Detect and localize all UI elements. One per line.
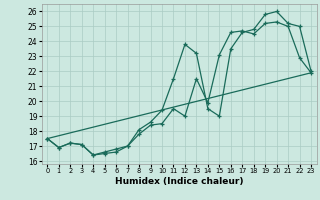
X-axis label: Humidex (Indice chaleur): Humidex (Indice chaleur) <box>115 177 244 186</box>
